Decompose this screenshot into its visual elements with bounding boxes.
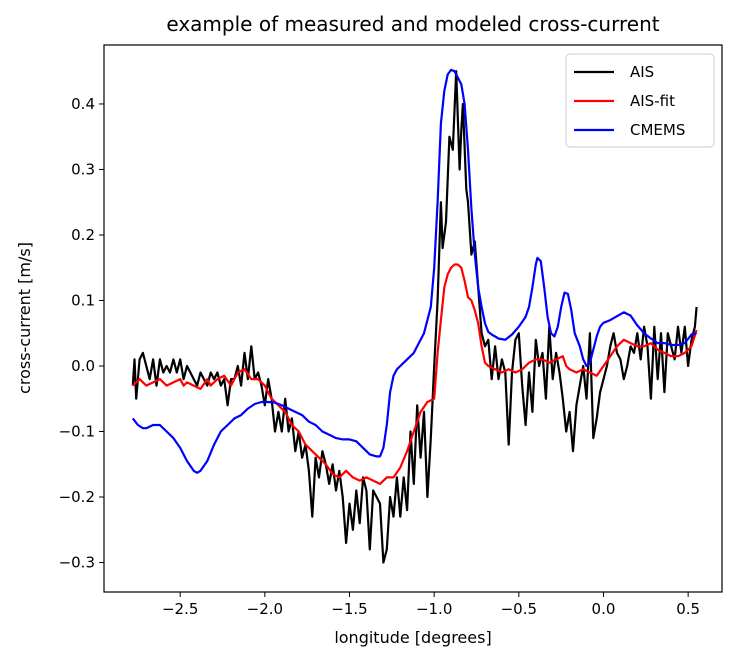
y-tick-label: −0.3 <box>59 554 95 572</box>
legend-label: AIS <box>630 63 654 81</box>
x-tick-label: −1.5 <box>331 600 367 618</box>
legend: AIS AIS-fit CMEMS <box>565 53 715 148</box>
chart-title: example of measured and modeled cross-cu… <box>166 12 659 36</box>
x-tick-label: 0.0 <box>592 600 616 618</box>
y-tick-label: 0.2 <box>71 226 95 244</box>
legend-label: CMEMS <box>630 121 685 139</box>
y-axis-label: cross-current [m/s] <box>15 242 34 394</box>
x-tick-label: −1.0 <box>416 600 452 618</box>
x-tick-label: −2.5 <box>162 600 198 618</box>
y-tick-label: −0.1 <box>59 423 95 441</box>
series-line-ais <box>131 70 698 564</box>
x-axis: −2.5 −2.0 −1.5 −1.0 −0.5 0.0 0.5 <box>162 592 700 618</box>
x-tick-label: −0.5 <box>501 600 537 618</box>
plot-lines <box>131 68 698 564</box>
y-axis: −0.3 −0.2 −0.1 0.0 0.1 0.2 0.3 0.4 <box>59 95 104 572</box>
legend-label: AIS-fit <box>630 92 675 110</box>
y-tick-label: 0.4 <box>71 95 95 113</box>
series-line-ais-fit <box>132 263 698 485</box>
plot-frame <box>103 44 723 593</box>
x-tick-label: −2.0 <box>247 600 283 618</box>
y-tick-label: 0.0 <box>71 357 95 375</box>
legend-box <box>565 53 715 148</box>
series-line-cmems <box>131 68 697 474</box>
x-axis-label: longitude [degrees] <box>334 628 491 647</box>
y-tick-label: −0.2 <box>59 488 95 506</box>
y-tick-label: 0.1 <box>71 291 95 309</box>
x-tick-label: 0.5 <box>676 600 700 618</box>
y-tick-label: 0.3 <box>71 160 95 178</box>
